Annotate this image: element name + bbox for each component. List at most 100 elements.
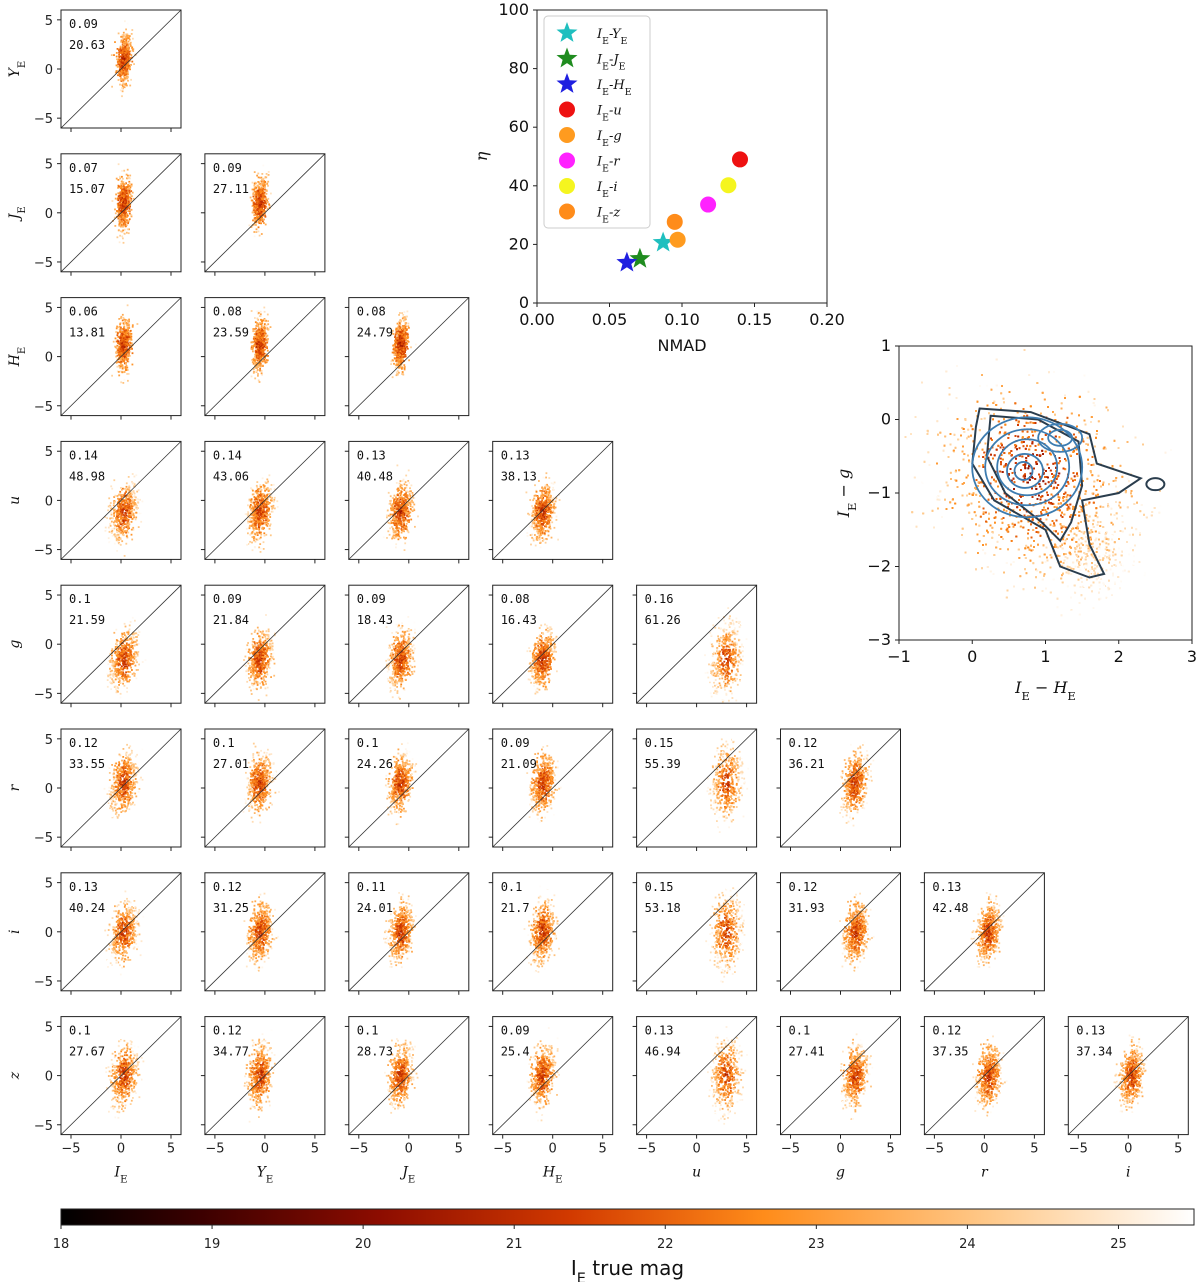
data-point	[253, 231, 256, 233]
data-point	[117, 326, 120, 328]
data-point	[257, 195, 260, 198]
data-point	[257, 190, 260, 192]
data-point	[122, 331, 125, 333]
data-point	[254, 533, 257, 536]
data-point	[402, 342, 405, 345]
data-point	[125, 198, 128, 200]
data-point	[121, 59, 123, 62]
data-point	[260, 176, 263, 179]
data-point	[257, 353, 260, 356]
data-point	[124, 337, 127, 339]
data-point	[264, 517, 266, 519]
data-point	[117, 229, 120, 232]
data-point	[131, 29, 134, 31]
data-point	[127, 202, 130, 205]
data-point	[253, 171, 256, 173]
data-point	[122, 357, 125, 360]
data-point	[118, 328, 121, 331]
data-point	[268, 203, 270, 206]
data-point	[118, 62, 121, 64]
data-point	[121, 224, 123, 226]
data-point	[270, 192, 272, 195]
data-point	[251, 345, 253, 347]
data-point	[253, 333, 256, 336]
data-point	[119, 55, 122, 58]
row-label: JE	[7, 206, 28, 222]
data-point	[259, 314, 262, 317]
data-point	[260, 329, 263, 332]
data-point	[131, 56, 133, 59]
data-point	[398, 497, 401, 500]
data-point	[120, 487, 122, 489]
data-point	[395, 337, 397, 340]
data-point	[127, 522, 130, 525]
data-point	[128, 177, 131, 180]
data-point	[253, 218, 256, 221]
data-point	[113, 54, 115, 56]
data-point	[532, 539, 535, 542]
data-point	[251, 541, 253, 544]
data-point	[117, 60, 120, 63]
data-point	[115, 70, 118, 72]
data-point	[529, 534, 532, 536]
eta-annotation: 48.98	[69, 469, 105, 483]
data-point	[118, 58, 121, 61]
data-point	[125, 192, 128, 195]
data-point	[261, 522, 264, 525]
data-point	[116, 339, 119, 342]
data-point	[114, 520, 117, 522]
data-point	[396, 508, 398, 510]
data-point	[255, 333, 258, 336]
data-point	[128, 67, 130, 70]
data-point	[125, 322, 128, 325]
data-point	[130, 508, 132, 510]
data-point	[126, 46, 129, 48]
data-point	[113, 512, 115, 515]
data-point	[118, 345, 121, 348]
data-point	[398, 337, 401, 340]
data-point	[261, 181, 263, 184]
data-point	[117, 63, 120, 66]
data-point	[398, 314, 400, 316]
data-point	[395, 546, 397, 549]
data-point	[131, 195, 133, 198]
data-point	[261, 216, 263, 219]
data-point	[263, 522, 266, 525]
data-point	[257, 513, 260, 515]
data-point	[257, 185, 260, 188]
data-point	[130, 495, 132, 498]
data-point	[253, 201, 255, 204]
data-point	[116, 550, 118, 552]
data-point	[398, 347, 401, 350]
data-point	[407, 480, 410, 482]
data-point	[127, 214, 129, 217]
data-point	[260, 334, 263, 337]
data-point	[412, 486, 415, 489]
data-point	[125, 39, 128, 42]
data-point	[404, 353, 407, 356]
data-point	[118, 224, 120, 227]
data-point	[123, 330, 126, 332]
data-point	[262, 211, 265, 213]
data-point	[549, 496, 552, 499]
data-point	[265, 511, 268, 514]
data-point	[119, 193, 122, 195]
data-point	[259, 484, 262, 487]
data-point	[263, 527, 265, 529]
data-point	[266, 478, 269, 481]
data-point	[400, 523, 403, 526]
data-point	[125, 368, 127, 371]
data-point	[128, 219, 130, 222]
data-point	[393, 494, 396, 497]
data-point	[122, 340, 124, 342]
data-point	[260, 203, 263, 206]
data-point	[403, 510, 406, 513]
data-point	[257, 172, 260, 175]
data-point	[125, 501, 128, 504]
data-point	[266, 345, 268, 348]
data-point	[391, 376, 394, 379]
data-point	[259, 195, 262, 197]
data-point	[113, 542, 116, 545]
data-point	[128, 184, 131, 187]
